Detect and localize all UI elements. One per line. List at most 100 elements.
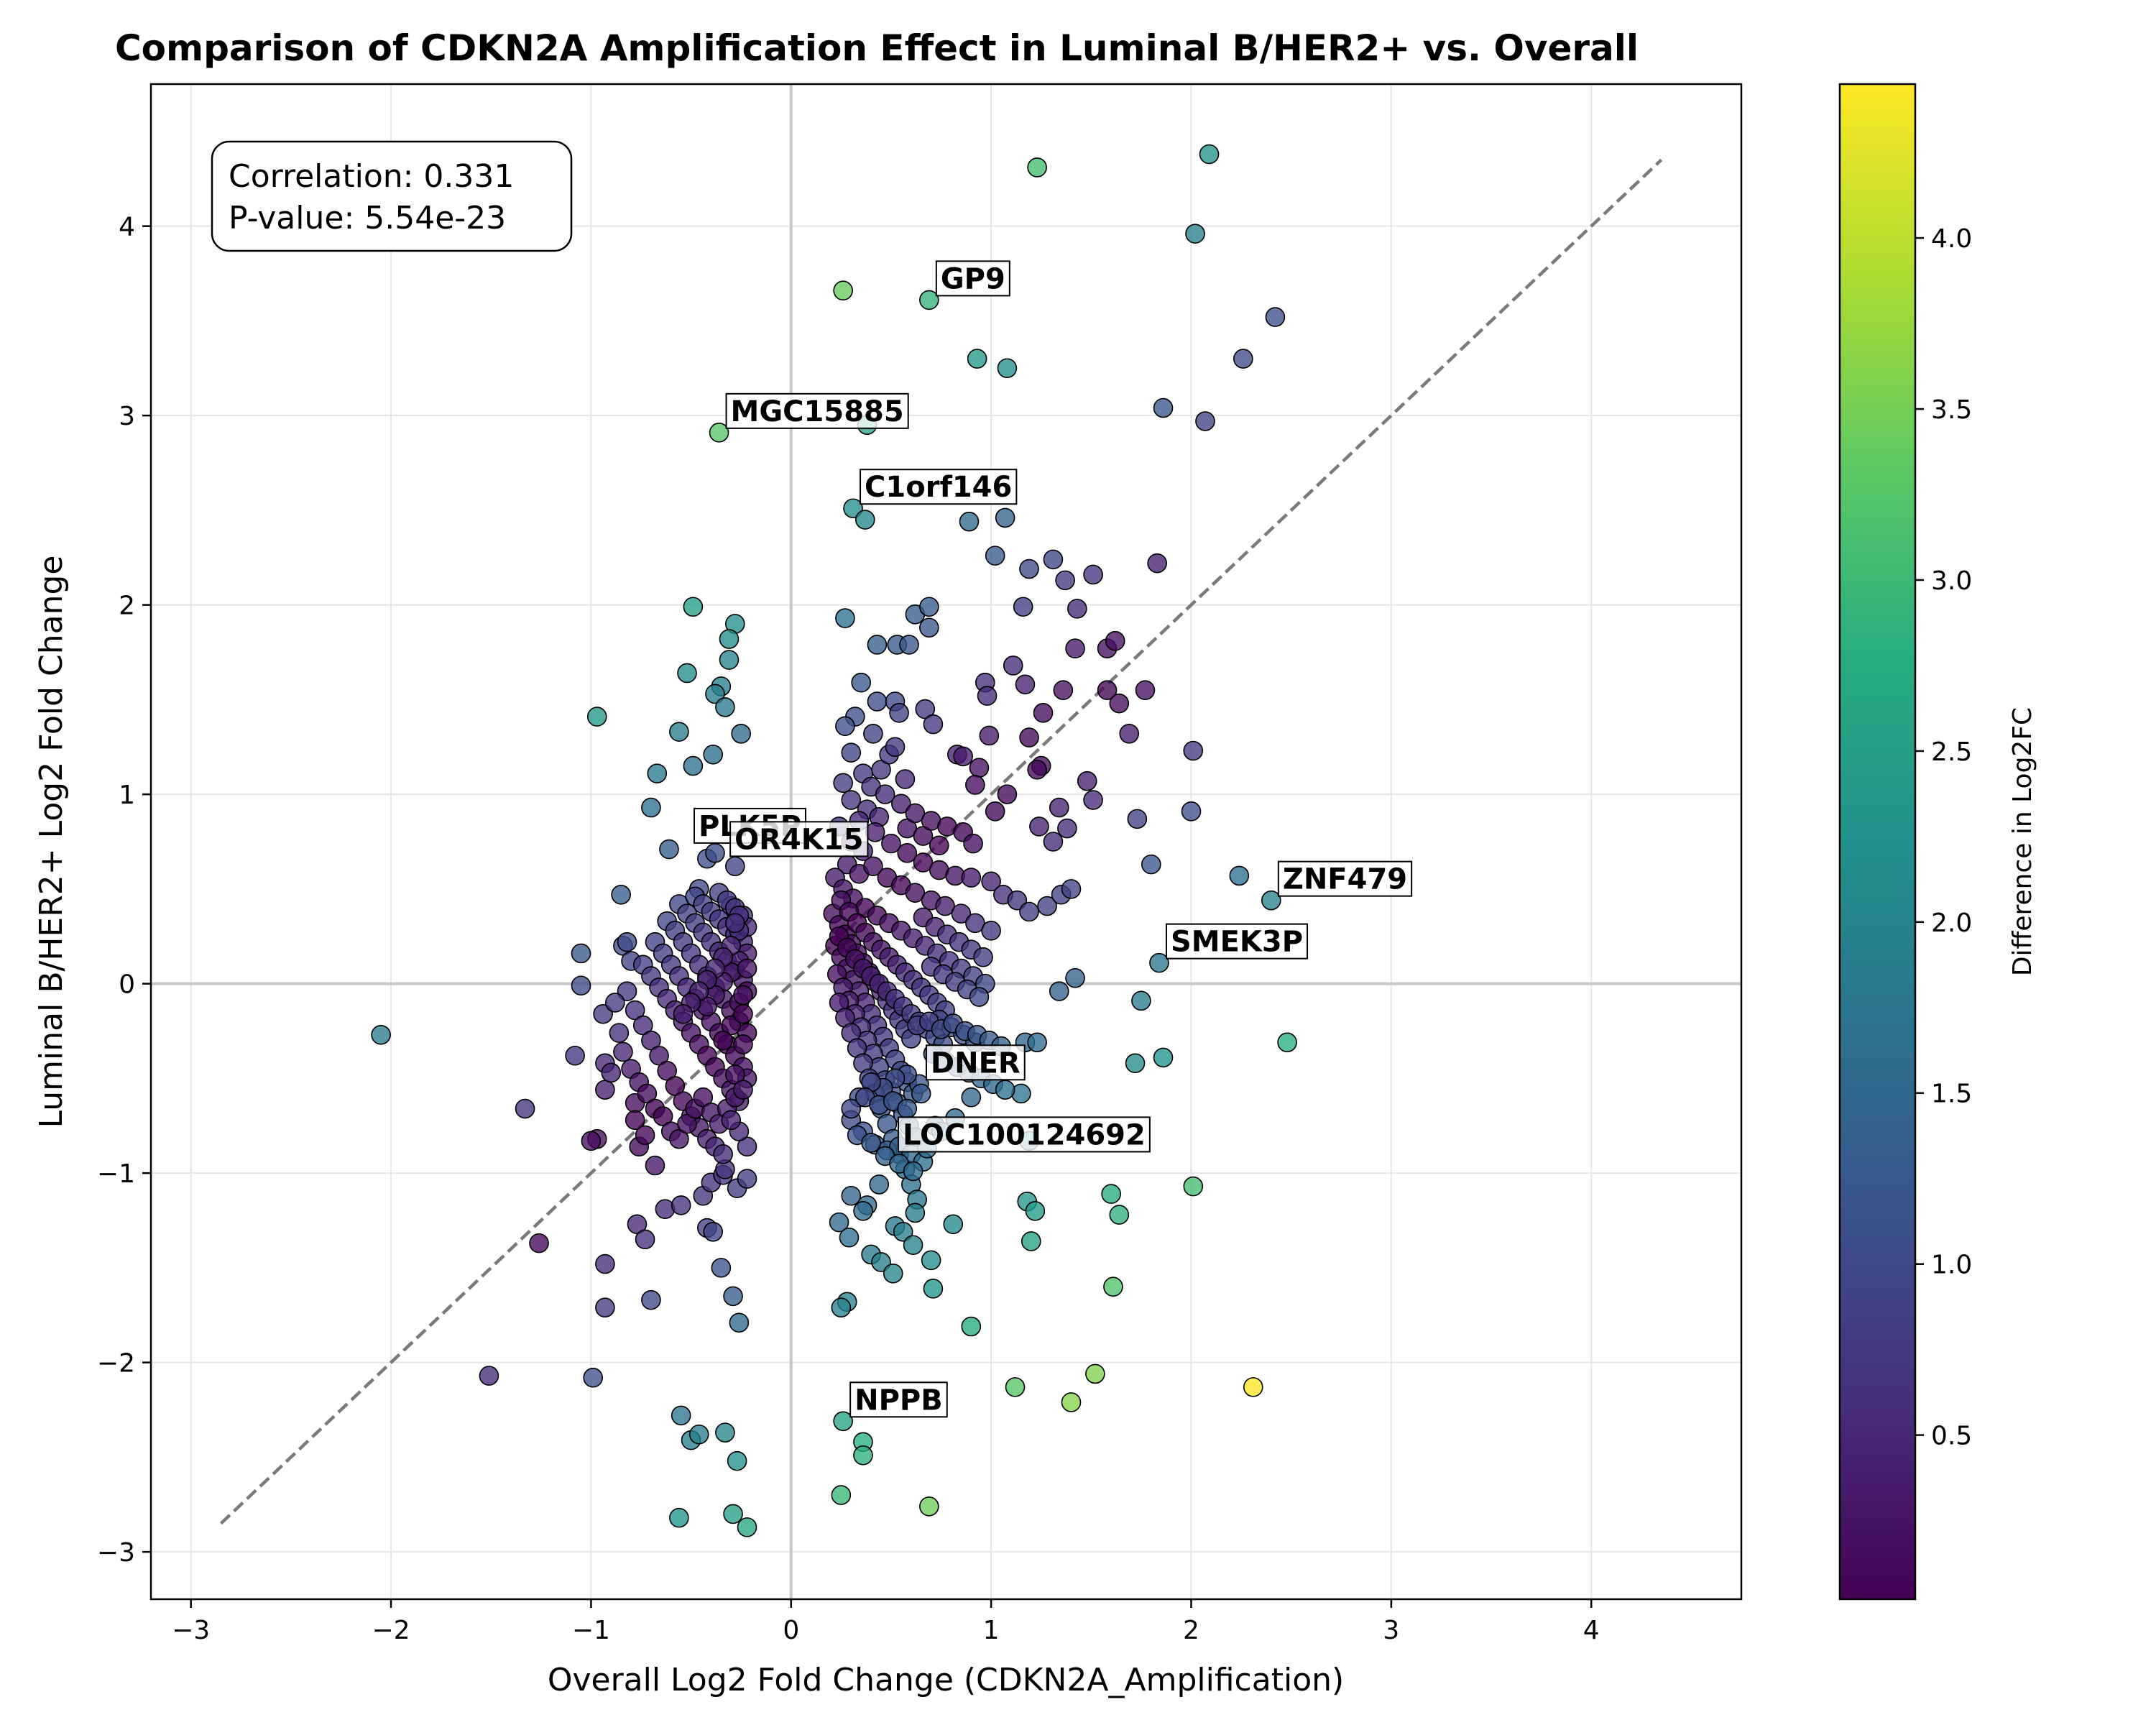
data-point (981, 871, 1001, 892)
data-point (733, 1003, 753, 1024)
point-annotation: GP9 (935, 260, 1010, 297)
data-point (1005, 1377, 1026, 1397)
y-tick-label: 1 (119, 781, 135, 810)
data-point (997, 358, 1018, 379)
data-point (1109, 1205, 1130, 1225)
data-point (1119, 724, 1140, 744)
data-point (899, 635, 919, 655)
data-point (921, 1250, 941, 1271)
data-point (833, 773, 853, 794)
colorbar-tick-label: 3.5 (1931, 395, 1972, 425)
data-point (985, 546, 1005, 566)
data-point (881, 833, 901, 854)
data-point (889, 703, 909, 723)
data-point (905, 1202, 926, 1223)
data-point (841, 1185, 862, 1206)
data-point (725, 913, 745, 934)
x-tick-label: 1 (983, 1616, 1000, 1645)
data-point (1083, 564, 1103, 585)
data-point (905, 803, 926, 824)
data-point (1183, 1176, 1204, 1197)
data-point (919, 597, 939, 617)
data-point (854, 510, 875, 530)
data-point (677, 663, 697, 684)
data-point (861, 1133, 881, 1153)
data-point (593, 1003, 613, 1024)
data-point (641, 1289, 661, 1310)
x-tick-label: −3 (172, 1616, 210, 1645)
data-point (1061, 879, 1082, 899)
data-point (829, 1212, 849, 1233)
data-point (985, 801, 1005, 822)
data-point (613, 1041, 633, 1062)
point-annotation: SMEK3P (1165, 923, 1309, 960)
data-point (1049, 797, 1069, 818)
data-point (725, 856, 745, 877)
data-point (669, 1507, 689, 1528)
data-point (733, 985, 753, 1006)
data-point (586, 707, 607, 727)
data-point (1199, 144, 1220, 165)
data-point (977, 686, 998, 706)
data-point (953, 746, 973, 767)
data-point (1103, 1276, 1123, 1297)
data-point (1049, 981, 1069, 1001)
data-point (903, 1161, 923, 1182)
y-axis-ticks: −3 −2 −1 0 1 2 3 4 (97, 213, 151, 1568)
data-point (595, 1297, 615, 1318)
data-point (851, 672, 871, 693)
stats-pvalue: P-value: 5.54e-23 (229, 200, 506, 236)
data-point (1019, 901, 1039, 922)
data-point (727, 1450, 747, 1471)
data-point (995, 507, 1015, 528)
x-tick-label: 2 (1183, 1616, 1199, 1645)
data-point (723, 1286, 743, 1307)
data-point (973, 947, 993, 967)
point-annotation: MGC15885 (725, 392, 909, 429)
data-point (995, 1080, 1015, 1100)
data-point (833, 1411, 853, 1432)
data-point (565, 1045, 585, 1066)
data-point (583, 1367, 603, 1388)
data-point (737, 1169, 757, 1189)
data-point (1265, 307, 1286, 327)
data-point (891, 794, 911, 814)
data-point (1261, 890, 1281, 911)
data-point (833, 280, 853, 301)
colorbar-tick-label: 0.5 (1931, 1422, 1972, 1451)
data-point (1065, 967, 1085, 988)
data-point (688, 1424, 709, 1445)
data-point (979, 725, 1000, 746)
data-point (853, 1201, 873, 1221)
plot-area-frame (149, 83, 1743, 1601)
annotation-box (725, 392, 909, 429)
data-point (1181, 801, 1202, 822)
y-tick-label: −1 (97, 1159, 135, 1189)
colorbar: 0.5 1.0 1.5 2.0 2.5 3.0 3.5 4.0 Difference in L… (1838, 83, 2037, 1601)
x-tick-label: −2 (372, 1616, 410, 1645)
data-point (843, 498, 863, 519)
data-point (1109, 693, 1130, 714)
point-annotation: NPPB (849, 1381, 948, 1418)
data-point (1147, 553, 1167, 574)
data-point (713, 1144, 733, 1164)
annotation-label: NPPB (854, 1384, 943, 1417)
data-point (601, 1062, 622, 1083)
data-point (1149, 952, 1169, 973)
annotation-box (849, 1381, 948, 1418)
data-point (711, 1258, 732, 1278)
data-point (1243, 1377, 1263, 1397)
data-point (605, 993, 625, 1013)
data-point (929, 835, 949, 856)
data-point (571, 943, 591, 964)
y-tick-label: 4 (119, 213, 135, 242)
data-point (969, 758, 990, 778)
data-point (595, 1080, 615, 1100)
data-point (715, 1422, 735, 1443)
data-point (905, 883, 926, 903)
data-point (703, 744, 724, 765)
data-point (1101, 1184, 1121, 1204)
stats-correlation: Correlation: 0.331 (229, 158, 514, 195)
data-point (903, 1235, 923, 1256)
data-point (911, 1083, 931, 1104)
